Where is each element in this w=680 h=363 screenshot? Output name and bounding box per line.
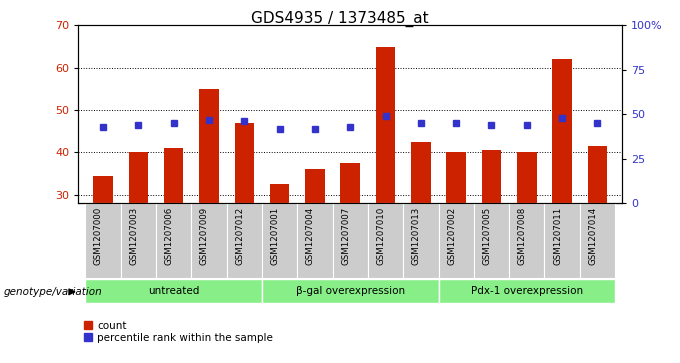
- Bar: [439, 279, 615, 303]
- Bar: [580, 203, 615, 278]
- Text: untreated: untreated: [148, 286, 199, 296]
- Bar: [482, 150, 501, 203]
- Text: GDS4935 / 1373485_at: GDS4935 / 1373485_at: [251, 11, 429, 27]
- Text: GSM1207000: GSM1207000: [94, 207, 103, 265]
- Bar: [368, 203, 403, 278]
- Bar: [85, 203, 120, 278]
- Text: GSM1207007: GSM1207007: [341, 207, 350, 265]
- Bar: [93, 176, 113, 203]
- Text: GSM1207011: GSM1207011: [553, 207, 562, 265]
- Text: GSM1207010: GSM1207010: [377, 207, 386, 265]
- Bar: [333, 203, 368, 278]
- Text: GSM1207002: GSM1207002: [447, 207, 456, 265]
- Text: GSM1207013: GSM1207013: [412, 207, 421, 265]
- Bar: [376, 46, 395, 203]
- Text: genotype/variation: genotype/variation: [3, 287, 102, 297]
- Bar: [120, 203, 156, 278]
- Text: GSM1207014: GSM1207014: [588, 207, 598, 265]
- Bar: [552, 59, 572, 203]
- Bar: [85, 279, 262, 303]
- Bar: [164, 148, 184, 203]
- Text: GSM1207008: GSM1207008: [518, 207, 527, 265]
- Text: GSM1207003: GSM1207003: [129, 207, 138, 265]
- Bar: [129, 152, 148, 203]
- Text: GSM1207012: GSM1207012: [235, 207, 244, 265]
- Bar: [199, 89, 218, 203]
- Bar: [262, 279, 439, 303]
- Text: GSM1207001: GSM1207001: [271, 207, 279, 265]
- Bar: [156, 203, 191, 278]
- Bar: [447, 152, 466, 203]
- Text: β-gal overexpression: β-gal overexpression: [296, 286, 405, 296]
- Bar: [226, 203, 262, 278]
- Bar: [297, 203, 333, 278]
- Bar: [588, 146, 607, 203]
- Bar: [517, 152, 537, 203]
- Text: GSM1207006: GSM1207006: [165, 207, 173, 265]
- Bar: [305, 170, 324, 203]
- Bar: [270, 184, 289, 203]
- Bar: [411, 142, 430, 203]
- Bar: [235, 123, 254, 203]
- Bar: [262, 203, 297, 278]
- Bar: [191, 203, 226, 278]
- Bar: [341, 163, 360, 203]
- Bar: [403, 203, 439, 278]
- Text: GSM1207005: GSM1207005: [483, 207, 492, 265]
- Bar: [545, 203, 580, 278]
- Bar: [474, 203, 509, 278]
- Bar: [439, 203, 474, 278]
- Bar: [509, 203, 545, 278]
- Text: GSM1207004: GSM1207004: [306, 207, 315, 265]
- Legend: count, percentile rank within the sample: count, percentile rank within the sample: [84, 321, 273, 343]
- Text: GSM1207009: GSM1207009: [200, 207, 209, 265]
- Text: Pdx-1 overexpression: Pdx-1 overexpression: [471, 286, 583, 296]
